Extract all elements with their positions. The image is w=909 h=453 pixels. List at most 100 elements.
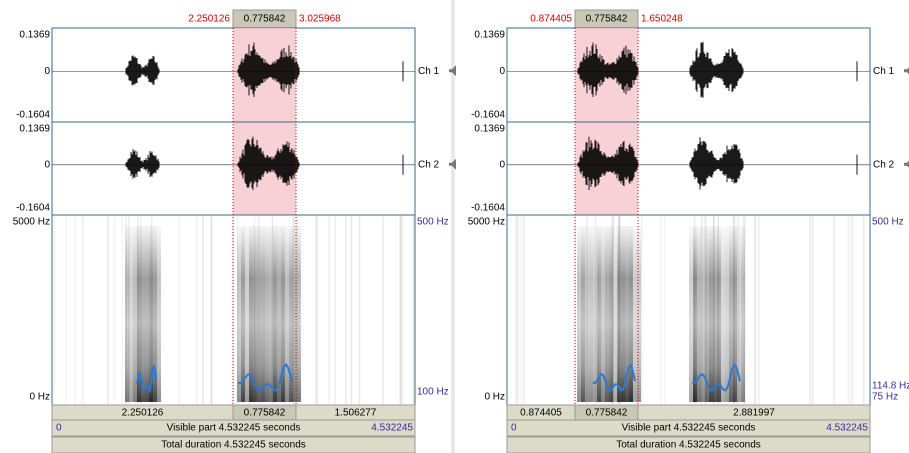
spectrogram-band bbox=[617, 226, 621, 402]
spectrogram-noise bbox=[758, 216, 760, 404]
spectrogram-noise bbox=[399, 216, 401, 404]
spectrogram-top: 5000 Hz bbox=[13, 217, 50, 228]
spectrogram-noise bbox=[641, 216, 643, 404]
spectrogram-band bbox=[141, 226, 145, 402]
spectrogram-noise bbox=[83, 216, 85, 404]
amplitude-max: 0.1369 bbox=[19, 30, 50, 41]
visible-text: Visible part 4.532245 seconds bbox=[622, 423, 756, 434]
spectrogram-noise bbox=[65, 216, 67, 404]
spectrogram-noise bbox=[833, 216, 835, 404]
spectrogram-band bbox=[129, 226, 133, 402]
spectrogram-bottom: 0 Hz bbox=[484, 392, 505, 403]
spectrogram-band bbox=[269, 226, 273, 402]
spectrogram-noise bbox=[211, 216, 213, 404]
spectrogram-band bbox=[261, 226, 265, 402]
spectrogram-band bbox=[713, 226, 717, 402]
spectrogram-noise bbox=[521, 216, 523, 404]
spectrogram-noise bbox=[848, 216, 850, 404]
spectrogram-band bbox=[741, 226, 745, 402]
selection-end: 3.025968 bbox=[299, 14, 341, 25]
spectrogram-band bbox=[145, 226, 149, 402]
spectrogram-noise bbox=[413, 216, 415, 404]
visible-text: Visible part 4.532245 seconds bbox=[167, 423, 301, 434]
amplitude-zero: 0 bbox=[44, 159, 50, 170]
amplitude-zero: 0 bbox=[44, 66, 50, 77]
spectrogram-bottom: 0 Hz bbox=[29, 392, 50, 403]
spectrogram-noise bbox=[401, 216, 403, 404]
visible-end: 4.532245 bbox=[826, 423, 868, 434]
speaker-icon[interactable] bbox=[904, 159, 909, 170]
spectrogram-noise bbox=[329, 216, 331, 404]
spectrogram-noise bbox=[315, 216, 317, 404]
amplitude-max: 0.1369 bbox=[474, 30, 505, 41]
spectrogram-band bbox=[733, 226, 737, 402]
spectrogram-noise bbox=[809, 216, 811, 404]
spectrogram-band bbox=[613, 226, 617, 402]
visible-start: 0 bbox=[511, 423, 517, 434]
spectrogram-noise bbox=[863, 216, 865, 404]
duration-value: 1.506277 bbox=[335, 408, 377, 419]
channel-label: Ch 2 bbox=[873, 159, 895, 170]
spectrogram-noise bbox=[196, 216, 198, 404]
spectrogram-band bbox=[717, 226, 721, 402]
spectrogram-noise bbox=[345, 216, 347, 404]
sound-editor: 2.250126 0.775842 3.025968 0.1369 0 -0.1604 Ch… bbox=[0, 0, 909, 453]
spectrogram-noise bbox=[202, 216, 204, 404]
spectrogram-noise bbox=[317, 216, 319, 404]
pitch-label: 500 Hz bbox=[417, 217, 449, 228]
spectrogram-noise bbox=[74, 216, 76, 404]
spectrogram-noise bbox=[122, 216, 124, 404]
spectrogram-noise bbox=[178, 216, 180, 404]
selection-start: 2.250126 bbox=[188, 14, 230, 25]
spectrogram-band bbox=[629, 226, 633, 402]
selection-end: 1.650248 bbox=[641, 14, 683, 25]
spectrogram-noise bbox=[81, 216, 83, 404]
spectrogram-noise bbox=[107, 216, 109, 404]
spectrogram-band bbox=[593, 226, 597, 402]
spectrogram-band bbox=[689, 226, 693, 402]
spectrogram-band bbox=[285, 226, 289, 402]
duration-value: 2.250126 bbox=[122, 408, 164, 419]
amplitude-zero: 0 bbox=[499, 66, 505, 77]
channel-label: Ch 1 bbox=[418, 66, 440, 77]
selection-length: 0.775842 bbox=[244, 14, 286, 25]
spectrogram-noise bbox=[359, 216, 361, 404]
visible-start: 0 bbox=[56, 423, 62, 434]
amplitude-min: -0.1604 bbox=[471, 110, 505, 121]
spectrogram-band bbox=[705, 226, 709, 402]
spectrogram-band bbox=[257, 226, 261, 402]
spectrogram-band bbox=[621, 226, 625, 402]
spectrogram-noise bbox=[382, 216, 384, 404]
spectrogram-band bbox=[133, 226, 137, 402]
spectrogram-noise bbox=[812, 216, 814, 404]
spectrogram-top: 5000 Hz bbox=[468, 217, 505, 228]
spectrogram-noise bbox=[524, 216, 526, 404]
spectrogram-noise bbox=[515, 216, 517, 404]
spectrogram-band bbox=[253, 226, 257, 402]
channel-label: Ch 2 bbox=[418, 159, 440, 170]
pitch-label: 75 Hz bbox=[872, 392, 898, 403]
total-duration: Total duration 4.532245 seconds bbox=[616, 440, 761, 451]
visible-end: 4.532245 bbox=[371, 423, 413, 434]
spectrogram-band bbox=[693, 226, 697, 402]
spectrogram-noise bbox=[54, 216, 56, 404]
spectrogram-noise bbox=[850, 216, 852, 404]
spectrogram-band bbox=[297, 226, 301, 402]
spectrogram-band bbox=[589, 226, 593, 402]
amplitude-min: -0.1604 bbox=[16, 110, 50, 121]
spectrogram-band bbox=[577, 226, 581, 402]
spectrogram-noise bbox=[334, 216, 336, 404]
speaker-icon[interactable] bbox=[904, 65, 909, 76]
channel-label: Ch 1 bbox=[873, 66, 895, 77]
selection-length: 0.775842 bbox=[586, 14, 628, 25]
spectrogram-band bbox=[265, 226, 269, 402]
spectrogram-band bbox=[241, 226, 245, 402]
amplitude-zero: 0 bbox=[499, 159, 505, 170]
amplitude-max: 0.1369 bbox=[474, 124, 505, 135]
amplitude-max: 0.1369 bbox=[19, 124, 50, 135]
spectrogram-noise bbox=[852, 216, 854, 404]
duration-value: 0.775842 bbox=[586, 408, 628, 419]
spectrogram-noise bbox=[517, 216, 519, 404]
spectrogram-band bbox=[725, 226, 729, 402]
spectrogram-band bbox=[609, 226, 613, 402]
